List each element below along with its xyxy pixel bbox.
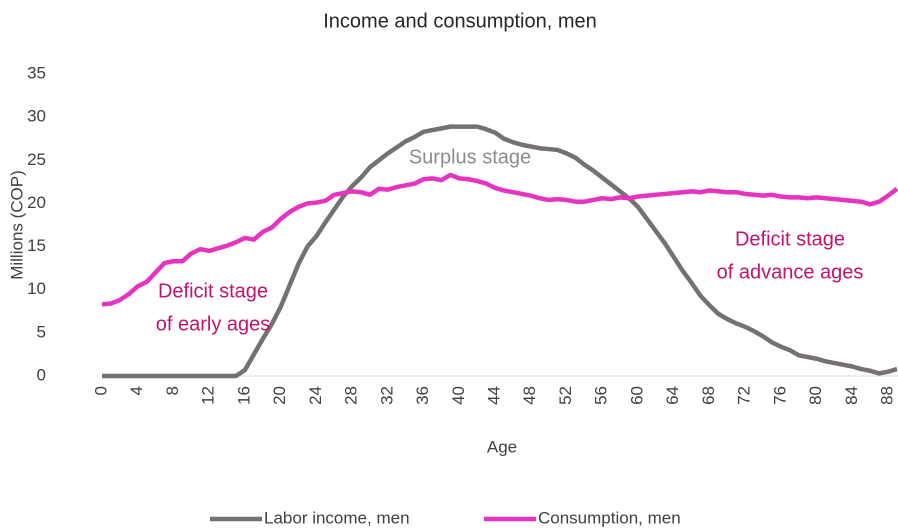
y-axis-label: Millions (COP) <box>7 170 26 280</box>
x-tick-label: 16 <box>234 386 253 405</box>
y-tick-label: 15 <box>27 236 46 255</box>
y-tick-label: 0 <box>37 365 46 384</box>
x-tick-label: 48 <box>520 386 539 405</box>
x-tick-label: 20 <box>270 386 289 405</box>
x-tick-label: 88 <box>878 386 897 405</box>
x-tick-label: 64 <box>663 386 682 405</box>
x-tick-label: 8 <box>163 386 182 395</box>
y-tick-label: 25 <box>27 150 46 169</box>
x-tick-label: 28 <box>342 386 361 405</box>
x-tick-label: 44 <box>485 386 504 405</box>
x-tick-label: 40 <box>449 386 468 405</box>
annotation: of advance ages <box>717 261 864 283</box>
x-tick-label: 80 <box>806 386 825 405</box>
y-tick-label: 5 <box>37 322 46 341</box>
annotation: Deficit stage <box>158 280 268 302</box>
x-tick-label: 36 <box>413 386 432 405</box>
legend-label: Consumption, men <box>538 508 681 527</box>
x-tick-label: 76 <box>770 386 789 405</box>
series-line <box>101 172 898 307</box>
y-tick-label: 10 <box>27 279 46 298</box>
x-tick-label: 52 <box>556 386 575 405</box>
x-tick-label: 68 <box>699 386 718 405</box>
x-tick-label: 84 <box>842 386 861 405</box>
y-tick-label: 35 <box>27 63 46 82</box>
x-tick-label: 32 <box>377 386 396 405</box>
chart-title: Income and consumption, men <box>323 10 597 32</box>
x-tick-label: 12 <box>199 386 218 405</box>
legend-label: Labor income, men <box>264 508 410 527</box>
y-tick-label: 30 <box>27 107 46 126</box>
x-tick-label: 72 <box>735 386 754 405</box>
x-axis-label: Age <box>487 437 517 456</box>
x-tick-label: 4 <box>127 386 146 395</box>
x-tick-label: 24 <box>306 386 325 405</box>
annotation: Surplus stage <box>409 146 531 168</box>
x-tick-label: 0 <box>91 386 110 395</box>
x-tick-label: 56 <box>592 386 611 405</box>
annotation: Deficit stage <box>735 228 845 250</box>
x-tick-label: 60 <box>627 386 646 405</box>
y-tick-label: 20 <box>27 193 46 212</box>
series-line <box>102 124 898 379</box>
annotation: of early ages <box>156 313 271 335</box>
